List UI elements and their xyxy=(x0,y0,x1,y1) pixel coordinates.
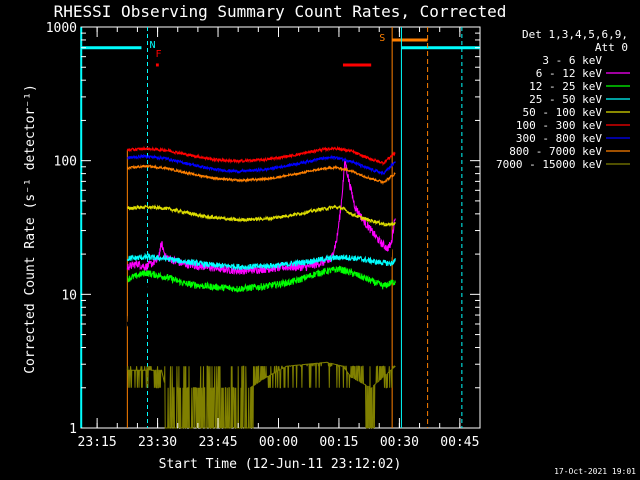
y-axis-label: Corrected Count Rate (s⁻¹ detector⁻¹) xyxy=(23,84,38,374)
x-tick-label-6: 00:45 xyxy=(440,435,479,450)
series-line-7 xyxy=(127,163,396,186)
series-line-8 xyxy=(126,361,396,429)
y-tick-label-1: 10 xyxy=(61,288,77,303)
legend-label-4: 50 - 100 keV xyxy=(523,106,603,119)
legend-header-line-2: Att 0 xyxy=(595,41,628,54)
chart-title: RHESSI Observing Summary Count Rates, Co… xyxy=(54,2,507,21)
legend-label-5: 100 - 300 keV xyxy=(516,119,602,132)
y-axis: 1 10 100 1000 xyxy=(46,21,480,437)
x-axis-label: Start Time (12-Jun-11 23:12:02) xyxy=(159,457,402,472)
flag-label-S: S xyxy=(379,33,385,44)
y-tick-label-2: 100 xyxy=(54,155,77,170)
legend-label-8: 7000 - 15000 keV xyxy=(496,158,602,171)
y-tick-label-0: 1 xyxy=(69,422,77,437)
series-line-6 xyxy=(126,153,396,176)
x-tick-label-1: 23:30 xyxy=(138,435,177,450)
x-axis: 23:15 23:30 23:45 00:00 00:15 00:30 00:45 xyxy=(78,27,481,450)
series-line-4 xyxy=(126,204,396,227)
series-line-1 xyxy=(126,160,396,276)
legend-label-3: 25 - 50 keV xyxy=(529,93,602,106)
y-tick-label-3: 1000 xyxy=(46,21,77,36)
plot-timestamp: 17-Oct-2021 19:01 xyxy=(554,467,636,476)
x-tick-label-4: 00:15 xyxy=(319,435,358,450)
x-tick-label-2: 23:45 xyxy=(198,435,237,450)
flag-label-N: N xyxy=(150,40,156,51)
x-tick-label-5: 00:30 xyxy=(380,435,419,450)
series-line-2 xyxy=(126,265,396,294)
x-tick-label-3: 00:00 xyxy=(259,435,298,450)
legend-label-7: 800 - 7000 keV xyxy=(509,145,602,158)
flag-label-F: F xyxy=(156,49,162,60)
legend-header-line-1: Det 1,3,4,5,6,9, xyxy=(522,28,628,41)
series-line-3 xyxy=(126,252,396,271)
legend-label-1: 6 - 12 keV xyxy=(536,67,603,80)
legend-label-6: 300 - 800 keV xyxy=(516,132,602,145)
legend-label-2: 12 - 25 keV xyxy=(529,80,602,93)
plot-area: NF S xyxy=(80,26,481,429)
x-tick-label-0: 23:15 xyxy=(78,435,117,450)
series-line-0 xyxy=(126,186,396,327)
legend-label-0: 3 - 6 keV xyxy=(542,54,602,67)
series-line-5 xyxy=(126,145,396,167)
